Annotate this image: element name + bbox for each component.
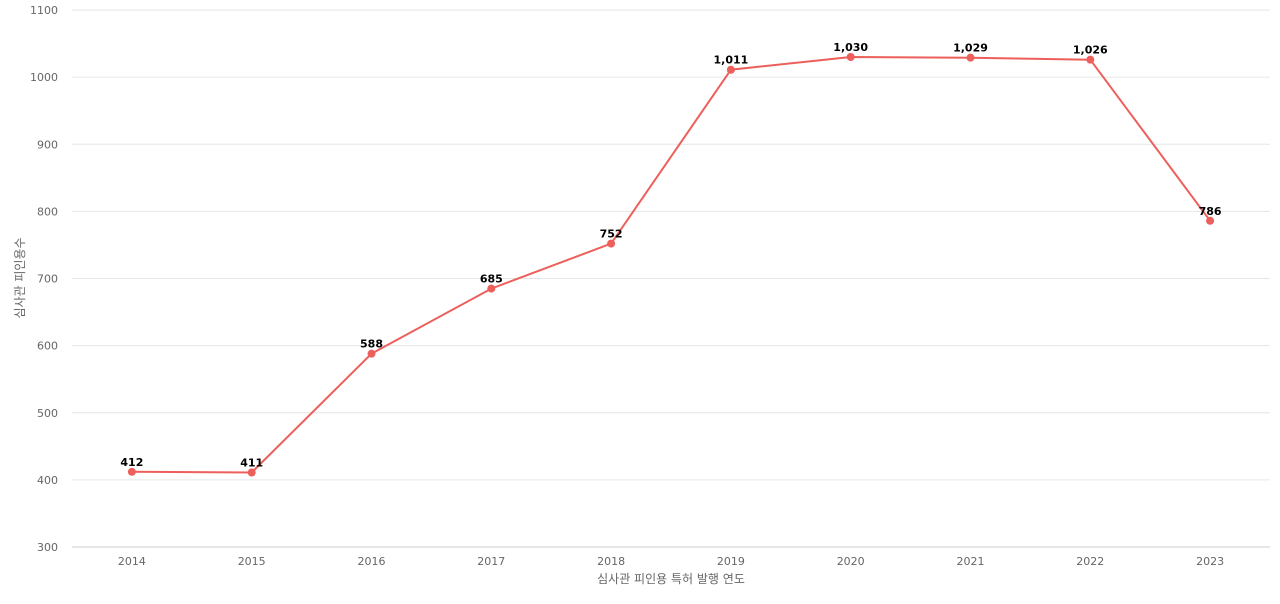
- series-line: [131, 55, 1211, 474]
- gridlines: [72, 9, 1270, 481]
- data-label: 412: [120, 456, 143, 469]
- y-tick-label: 1100: [30, 4, 58, 17]
- data-label: 1,030: [833, 41, 868, 54]
- data-label: 588: [360, 338, 383, 351]
- y-tick-label: 500: [37, 407, 58, 420]
- x-tick-label: 2017: [477, 555, 505, 568]
- data-point[interactable]: [966, 53, 975, 62]
- y-tick-label: 600: [37, 340, 58, 353]
- data-label: 685: [480, 273, 503, 286]
- data-point[interactable]: [127, 467, 136, 476]
- data-point[interactable]: [1086, 55, 1095, 64]
- y-tick-label: 400: [37, 474, 58, 487]
- data-label: 1,011: [714, 54, 749, 67]
- data-point[interactable]: [846, 52, 855, 61]
- data-point[interactable]: [1206, 216, 1215, 225]
- data-point[interactable]: [247, 468, 256, 477]
- y-axis-ticks: 300 400 500 600 700 800 900 1000 1100: [30, 4, 58, 554]
- x-tick-label: 2015: [238, 555, 266, 568]
- data-label: 786: [1199, 205, 1222, 218]
- y-tick-label: 900: [37, 138, 58, 151]
- data-labels: 412 411 588 685 752 1,011 1,030 1,029 1,026 786: [120, 41, 1222, 470]
- x-axis-title: 심사관 피인용 특허 발행 연도: [597, 571, 745, 586]
- x-tick-label: 2022: [1076, 555, 1104, 568]
- x-tick-label: 2023: [1196, 555, 1224, 568]
- x-tick-label: 2014: [118, 555, 146, 568]
- x-tick-label: 2019: [717, 555, 745, 568]
- data-label: 752: [600, 228, 623, 241]
- x-tick-label: 2020: [837, 555, 865, 568]
- x-tick-label: 2021: [957, 555, 985, 568]
- data-label: 1,026: [1073, 44, 1108, 57]
- data-point[interactable]: [607, 239, 616, 248]
- x-tick-label: 2016: [358, 555, 386, 568]
- data-label: 1,029: [953, 42, 988, 55]
- data-points: [127, 52, 1215, 477]
- y-tick-label: 700: [37, 273, 58, 286]
- data-label: 411: [240, 456, 263, 469]
- data-point[interactable]: [726, 65, 735, 74]
- y-tick-label: 800: [37, 205, 58, 218]
- y-tick-label: 300: [37, 541, 58, 554]
- y-tick-label: 1000: [30, 71, 58, 84]
- y-axis-title: 심사관 피인용수: [13, 237, 27, 318]
- x-axis-ticks: 2014 2015 2016 2017 2018 2019 2020 2021 2022 2023: [118, 555, 1224, 568]
- data-point[interactable]: [487, 284, 496, 293]
- data-point[interactable]: [367, 349, 376, 358]
- x-tick-label: 2018: [597, 555, 625, 568]
